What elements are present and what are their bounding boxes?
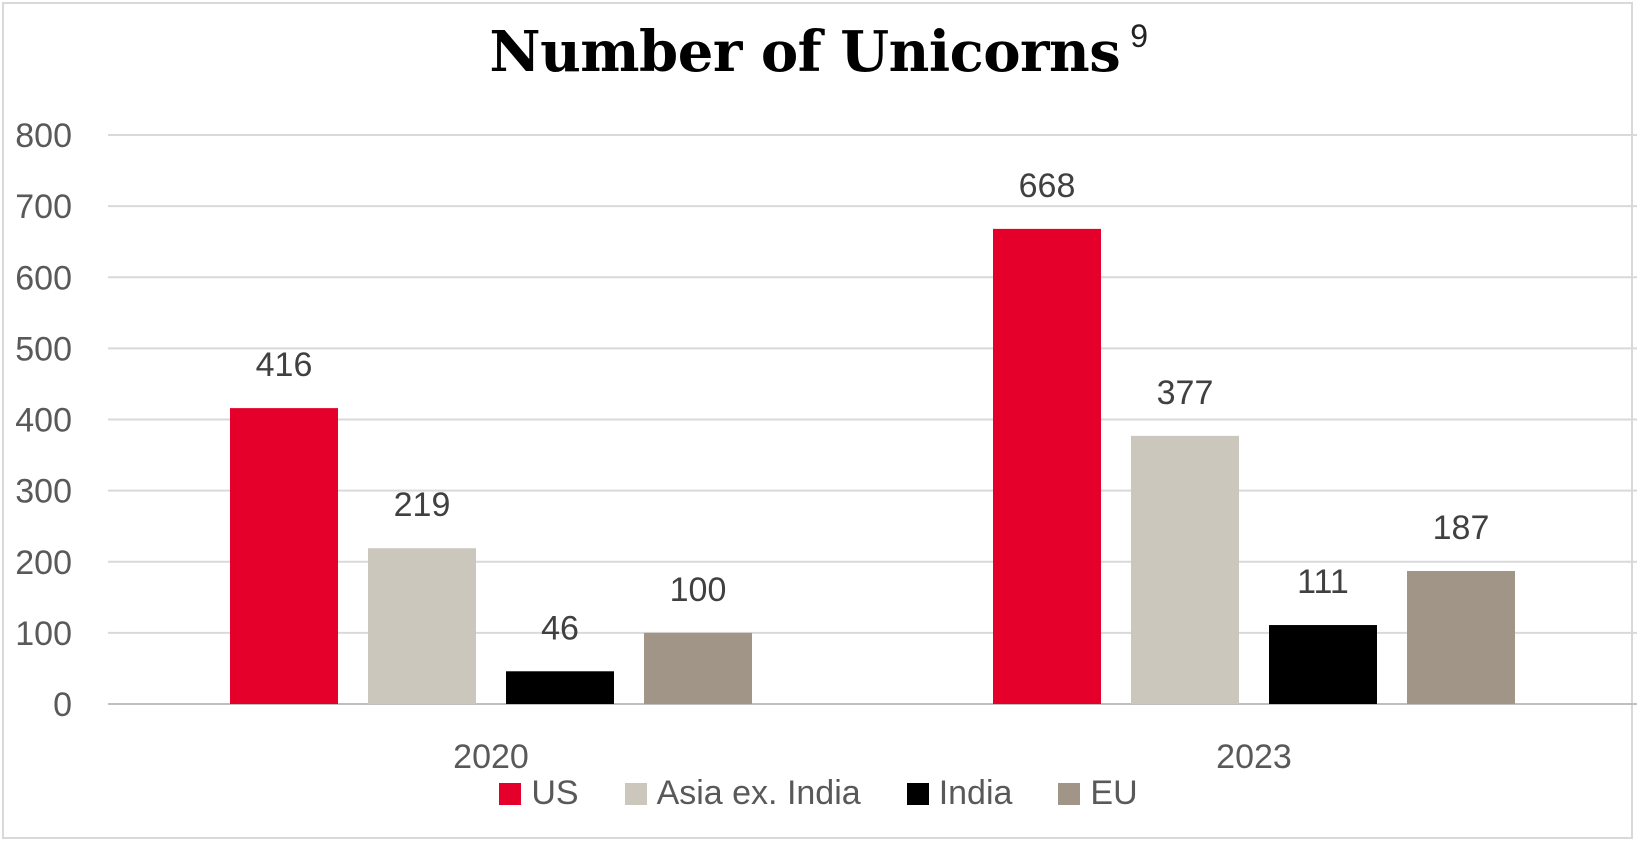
bar-asia-ex-india-2023 xyxy=(1131,435,1239,704)
y-tick-label-500: 500 xyxy=(15,330,72,368)
legend-swatch-india xyxy=(906,782,929,805)
footnote-marker: 9 xyxy=(1130,18,1148,54)
x-category-label-2020: 2020 xyxy=(453,738,529,776)
gridlines xyxy=(108,134,1637,705)
bar-us-2023 xyxy=(993,228,1101,704)
y-tick-label-400: 400 xyxy=(15,402,72,440)
data-label-asia-ex-india-2020: 219 xyxy=(394,486,451,524)
data-label-us-2020: 416 xyxy=(256,346,313,384)
bars xyxy=(230,228,1515,704)
legend-swatch-asia-ex-india xyxy=(624,782,647,805)
data-label-eu-2023: 187 xyxy=(1433,509,1490,547)
chart-title-text: Number of Unicorns xyxy=(489,19,1121,85)
x-category-label-2023: 2023 xyxy=(1216,738,1292,776)
data-label-india-2020: 46 xyxy=(541,609,579,647)
data-label-asia-ex-india-2023: 377 xyxy=(1157,374,1214,412)
legend-label-us: US xyxy=(531,774,579,812)
data-labels: 416 219 46 100 668 377 111 187 xyxy=(256,167,1490,647)
legend-item-us: US xyxy=(499,774,579,813)
legend-label-asia-ex-india: Asia ex. India xyxy=(656,774,861,812)
legend-label-eu: EU xyxy=(1090,774,1138,812)
legend-swatch-eu xyxy=(1058,782,1081,805)
legend-item-eu: EU xyxy=(1058,774,1138,813)
legend-item-india: India xyxy=(906,774,1013,813)
bar-eu-2020 xyxy=(644,632,752,704)
bar-india-2020 xyxy=(506,671,614,704)
bar-india-2023 xyxy=(1269,625,1377,704)
y-tick-label-0: 0 xyxy=(53,686,72,724)
y-tick-label-300: 300 xyxy=(15,473,72,511)
legend-swatch-us xyxy=(499,782,522,805)
bar-us-2020 xyxy=(230,408,338,704)
bar-eu-2023 xyxy=(1407,570,1515,704)
chart-title: Number of Unicorns 9 xyxy=(0,18,1637,85)
y-tick-label-200: 200 xyxy=(15,544,72,582)
bar-asia-ex-india-2020 xyxy=(368,548,476,704)
data-label-us-2023: 668 xyxy=(1019,167,1076,205)
legend-label-india: India xyxy=(938,774,1013,812)
legend: US Asia ex. India India EU xyxy=(0,774,1637,813)
x-axis-category-labels: 2020 2023 xyxy=(453,738,1292,776)
legend-item-asia-ex-india: Asia ex. India xyxy=(624,774,861,813)
y-axis-tick-labels: 0 100 200 300 400 500 600 700 800 xyxy=(15,117,72,724)
y-tick-label-100: 100 xyxy=(15,615,72,653)
y-tick-label-600: 600 xyxy=(15,259,72,297)
y-tick-label-700: 700 xyxy=(15,188,72,226)
y-tick-label-800: 800 xyxy=(15,117,72,155)
data-label-india-2023: 111 xyxy=(1297,563,1349,601)
data-label-eu-2020: 100 xyxy=(670,571,727,609)
